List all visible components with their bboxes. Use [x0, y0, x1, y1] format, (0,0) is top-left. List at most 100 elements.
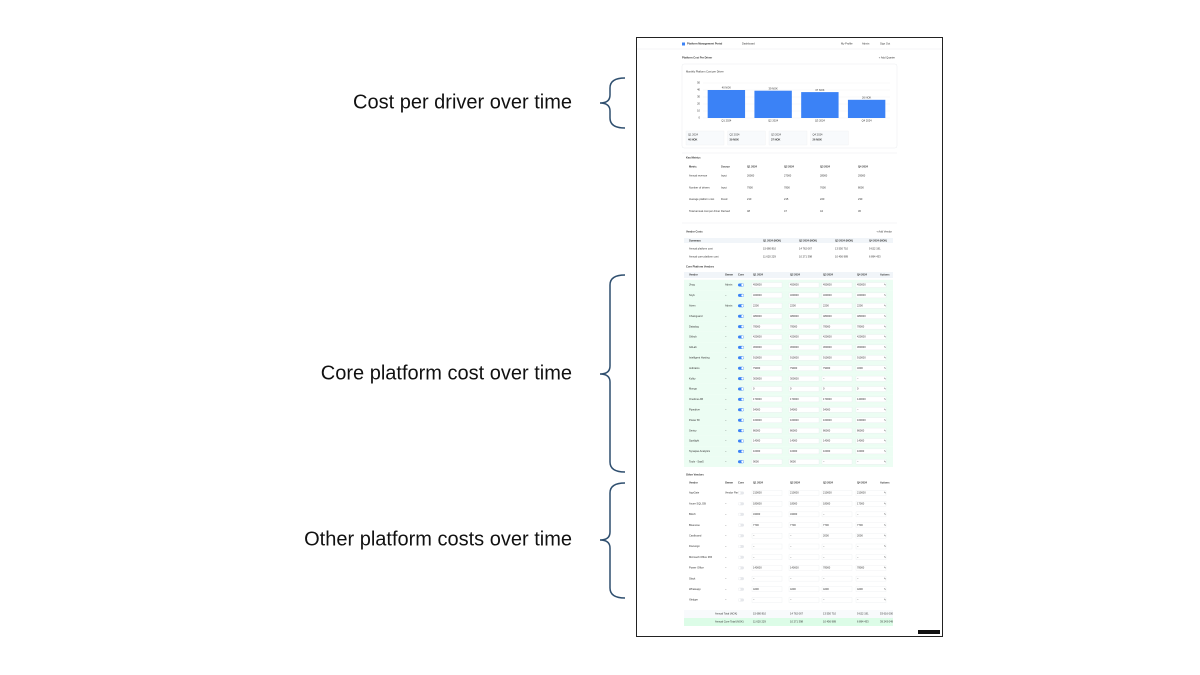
- input-box[interactable]: [788, 586, 820, 592]
- input-box[interactable]: [855, 543, 887, 550]
- header-link[interactable]: My Profile: [841, 42, 853, 46]
- input-box[interactable]: [821, 586, 853, 592]
- input-box[interactable]: [751, 344, 783, 351]
- input-box[interactable]: [821, 438, 853, 444]
- edit-icon[interactable]: ✎: [884, 501, 887, 505]
- input-box[interactable]: [855, 448, 887, 455]
- input-box[interactable]: [821, 334, 853, 340]
- input-box[interactable]: [821, 554, 853, 560]
- input-box[interactable]: [751, 490, 783, 496]
- input-box[interactable]: [855, 597, 887, 603]
- input-box[interactable]: [788, 313, 820, 319]
- input-box[interactable]: [855, 565, 887, 571]
- input-box[interactable]: [788, 427, 820, 434]
- edit-icon[interactable]: ✎: [884, 303, 887, 307]
- input-box[interactable]: [855, 407, 887, 413]
- input-box[interactable]: [821, 323, 853, 330]
- input-box[interactable]: [821, 386, 853, 392]
- input-box[interactable]: [788, 334, 820, 340]
- input-box[interactable]: [788, 365, 820, 371]
- edit-icon[interactable]: ✎: [884, 366, 887, 370]
- edit-icon[interactable]: ✎: [884, 576, 887, 580]
- input-box[interactable]: [751, 511, 783, 518]
- input-box[interactable]: [821, 533, 853, 539]
- edit-icon[interactable]: ✎: [884, 335, 887, 339]
- input-box[interactable]: [821, 417, 853, 423]
- input-box[interactable]: [788, 448, 820, 455]
- input-box[interactable]: [821, 511, 853, 518]
- input-box[interactable]: [855, 427, 887, 434]
- input-box[interactable]: [788, 438, 820, 444]
- input-box[interactable]: [751, 427, 783, 434]
- edit-icon[interactable]: ✎: [884, 293, 887, 297]
- input-box[interactable]: [821, 565, 853, 571]
- edit-icon[interactable]: ✎: [884, 355, 887, 359]
- edit-icon[interactable]: ✎: [884, 345, 887, 349]
- input-box[interactable]: [855, 355, 887, 361]
- input-box[interactable]: [855, 438, 887, 444]
- input-box[interactable]: [751, 334, 783, 340]
- input-box[interactable]: [821, 355, 853, 361]
- input-box[interactable]: [821, 407, 853, 413]
- input-box[interactable]: [855, 417, 887, 423]
- input-box[interactable]: [788, 355, 820, 361]
- input-box[interactable]: [788, 501, 820, 507]
- input-box[interactable]: [855, 344, 887, 351]
- edit-icon[interactable]: ✎: [884, 459, 887, 463]
- edit-icon[interactable]: ✎: [884, 418, 887, 422]
- input-box[interactable]: [788, 386, 820, 392]
- input-box[interactable]: [855, 522, 887, 528]
- input-box[interactable]: [788, 575, 820, 582]
- input-box[interactable]: [751, 438, 783, 444]
- input-box[interactable]: [821, 543, 853, 550]
- add-vendor[interactable]: + Add Vendor: [876, 230, 892, 234]
- input-box[interactable]: [855, 490, 887, 496]
- input-box[interactable]: [788, 554, 820, 560]
- edit-icon[interactable]: ✎: [884, 598, 887, 602]
- input-box[interactable]: [751, 292, 783, 299]
- input-box[interactable]: [751, 386, 783, 392]
- input-box[interactable]: [821, 282, 853, 288]
- input-box[interactable]: [751, 417, 783, 423]
- edit-icon[interactable]: ✎: [884, 324, 887, 328]
- input-box[interactable]: [788, 511, 820, 518]
- input-box[interactable]: [788, 533, 820, 539]
- input-box[interactable]: [751, 501, 783, 507]
- input-box[interactable]: [788, 543, 820, 550]
- edit-icon[interactable]: ✎: [884, 428, 887, 432]
- input-box[interactable]: [788, 597, 820, 603]
- input-box[interactable]: [855, 396, 887, 403]
- input-box[interactable]: [855, 386, 887, 392]
- input-box[interactable]: [751, 303, 783, 309]
- input-box[interactable]: [788, 490, 820, 496]
- input-box[interactable]: [788, 282, 820, 288]
- input-box[interactable]: [751, 448, 783, 455]
- edit-icon[interactable]: ✎: [884, 407, 887, 411]
- input-box[interactable]: [855, 365, 887, 371]
- edit-icon[interactable]: ✎: [884, 314, 887, 318]
- edit-icon[interactable]: ✎: [884, 544, 887, 548]
- edit-icon[interactable]: ✎: [884, 283, 887, 287]
- edit-icon[interactable]: ✎: [884, 491, 887, 495]
- input-box[interactable]: [751, 554, 783, 560]
- edit-icon[interactable]: ✎: [884, 449, 887, 453]
- edit-icon[interactable]: ✎: [884, 555, 887, 559]
- input-box[interactable]: [751, 313, 783, 319]
- input-box[interactable]: [751, 597, 783, 603]
- input-box[interactable]: [855, 575, 887, 582]
- input-box[interactable]: [751, 396, 783, 403]
- input-box[interactable]: [821, 448, 853, 455]
- input-box[interactable]: [821, 490, 853, 496]
- header-link[interactable]: Admin: [862, 42, 870, 46]
- input-box[interactable]: [855, 334, 887, 340]
- input-box[interactable]: [855, 554, 887, 560]
- edit-icon[interactable]: ✎: [884, 376, 887, 380]
- input-box[interactable]: [855, 323, 887, 330]
- input-box[interactable]: [751, 282, 783, 288]
- input-box[interactable]: [751, 323, 783, 330]
- input-box[interactable]: [821, 344, 853, 351]
- input-box[interactable]: [788, 522, 820, 528]
- header-link[interactable]: Sign Out: [880, 42, 890, 46]
- input-box[interactable]: [855, 533, 887, 539]
- input-box[interactable]: [855, 292, 887, 299]
